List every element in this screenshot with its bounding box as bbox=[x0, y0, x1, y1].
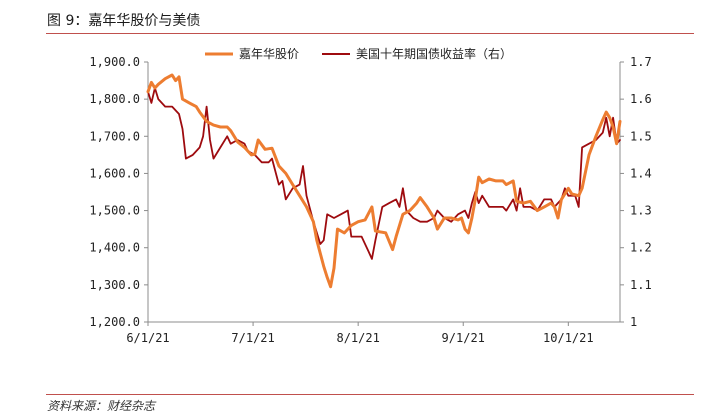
x-tick-label: 8/1/21 bbox=[336, 331, 379, 345]
left-tick-label: 1,300.0 bbox=[89, 278, 140, 292]
left-tick-label: 1,900.0 bbox=[89, 55, 140, 69]
source-note: 资料来源：财经杂志 bbox=[47, 399, 156, 413]
series-line-treasury-yield bbox=[147, 87, 621, 260]
left-tick-label: 1,400.0 bbox=[89, 241, 140, 255]
left-tick-label: 1,500.0 bbox=[89, 204, 140, 218]
right-tick-label: 1.2 bbox=[630, 241, 652, 255]
right-tick-label: 1.5 bbox=[630, 129, 652, 143]
series-layer bbox=[146, 73, 622, 289]
right-tick-label: 1 bbox=[630, 315, 637, 329]
source-divider bbox=[46, 394, 694, 395]
title-divider bbox=[46, 33, 694, 34]
x-tick-label: 6/1/21 bbox=[126, 331, 169, 345]
right-tick-label: 1.1 bbox=[630, 278, 652, 292]
left-tick-label: 1,800.0 bbox=[89, 92, 140, 106]
legend: 嘉年华股价 美国十年期国债收益率（右） bbox=[205, 46, 512, 61]
series-line-stock-price bbox=[146, 73, 622, 289]
legend-label: 美国十年期国债收益率（右） bbox=[356, 46, 512, 61]
right-tick-label: 1.7 bbox=[630, 55, 652, 69]
right-tick-label: 1.3 bbox=[630, 204, 652, 218]
x-tick-label: 7/1/21 bbox=[231, 331, 274, 345]
left-tick-label: 1,700.0 bbox=[89, 129, 140, 143]
legend-label: 嘉年华股价 bbox=[239, 47, 299, 61]
x-tick-label: 9/1/21 bbox=[442, 331, 485, 345]
figure-title: 图 9：嘉年华股价与美债 bbox=[47, 13, 201, 29]
axes: 1,200.0 1,300.0 1,400.0 1,500.0 1,600.0 1,700… bbox=[89, 55, 651, 345]
left-tick-label: 1,600.0 bbox=[89, 166, 140, 180]
left-tick-label: 1,200.0 bbox=[89, 315, 140, 329]
x-tick-label: 10/1/21 bbox=[543, 331, 594, 345]
right-tick-label: 1.4 bbox=[630, 166, 652, 180]
right-tick-label: 1.6 bbox=[630, 92, 652, 106]
